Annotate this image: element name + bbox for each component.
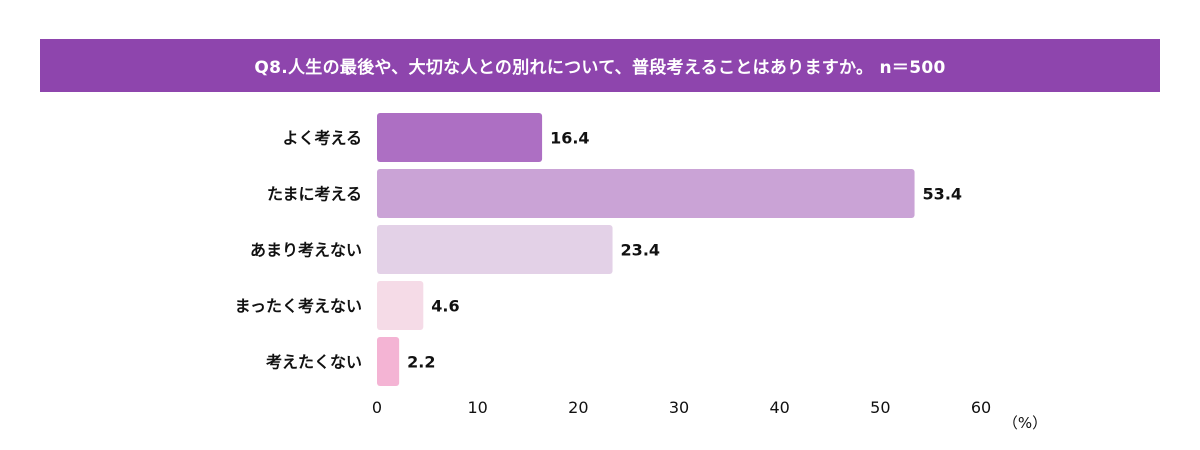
chart-title: Q8.人生の最後や、大切な人との別れについて、普段考えることはありますか。 n＝… (40, 39, 1160, 92)
category-label: あまり考えない (250, 241, 362, 260)
x-tick-label: 50 (870, 398, 890, 417)
data-label: 53.4 (923, 185, 962, 204)
x-tick-label: 10 (467, 398, 487, 417)
bar (377, 337, 400, 386)
x-axis-ticks: 0 10 20 30 40 50 60 (372, 398, 991, 417)
data-label: 2.2 (407, 353, 435, 372)
x-tick-label: 40 (769, 398, 789, 417)
bar (377, 225, 613, 274)
category-label: よく考える (282, 129, 362, 148)
x-tick-label: 20 (568, 398, 588, 417)
data-label: 16.4 (550, 129, 589, 148)
category-label: まったく考えない (235, 297, 362, 316)
bar (377, 281, 424, 330)
category-label: 考えたくない (266, 353, 362, 372)
x-axis-unit: （%） (1003, 414, 1047, 432)
data-label: 4.6 (431, 297, 459, 316)
category-label: たまに考える (267, 185, 362, 204)
data-label: 23.4 (621, 241, 660, 260)
x-tick-label: 30 (669, 398, 689, 417)
bars: よく考える 16.4 たまに考える 53.4 あまり考えない 23.4 まったく考えない 4.… (235, 113, 962, 386)
bar (377, 169, 915, 218)
x-tick-label: 60 (971, 398, 991, 417)
bar (377, 113, 543, 162)
x-tick-label: 0 (372, 398, 382, 417)
